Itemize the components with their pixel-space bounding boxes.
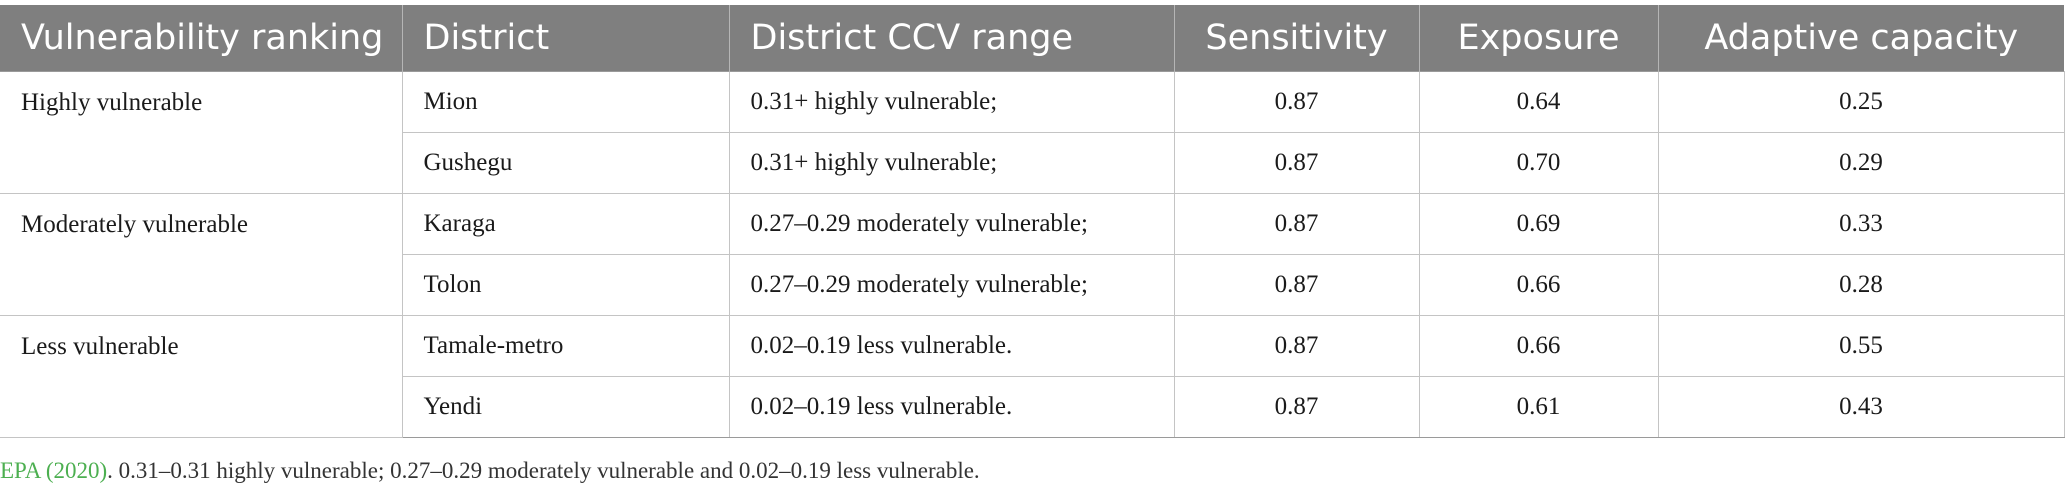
ccv-range-cell: 0.31+ highly vulnerable;	[728, 71, 1175, 133]
district-cell: Tamale-metro	[401, 315, 730, 377]
table-row: Yendi 0.02–0.19 less vulnerable. 0.87 0.…	[0, 376, 2065, 438]
district-cell: Tolon	[401, 254, 730, 316]
vulnerability-table: Vulnerability ranking District District …	[0, 5, 2065, 438]
sensitivity-cell: 0.87	[1173, 193, 1420, 255]
ccv-range-cell: 0.02–0.19 less vulnerable.	[728, 315, 1175, 377]
adaptive-capacity-cell: 0.28	[1657, 254, 2065, 316]
district-cell: Gushegu	[401, 132, 730, 194]
exposure-cell: 0.66	[1418, 315, 1659, 377]
adaptive-capacity-cell: 0.29	[1657, 132, 2065, 194]
header-exposure: Exposure	[1419, 5, 1659, 72]
ranking-cell: Moderately vulnerable	[0, 193, 403, 316]
sensitivity-cell: 0.87	[1173, 71, 1420, 133]
footnote-text: . 0.31–0.31 highly vulnerable; 0.27–0.29…	[107, 458, 980, 483]
vulnerability-table-container: Vulnerability ranking District District …	[0, 5, 2065, 438]
ccv-range-cell: 0.27–0.29 moderately vulnerable;	[728, 193, 1175, 255]
exposure-cell: 0.64	[1418, 71, 1659, 133]
table-row: Moderately vulnerable Karaga 0.27–0.29 m…	[0, 193, 2065, 316]
ccv-range-cell: 0.02–0.19 less vulnerable.	[728, 376, 1175, 438]
header-adaptive-capacity: Adaptive capacity	[1658, 5, 2064, 72]
ranking-cell: Less vulnerable	[0, 315, 403, 438]
adaptive-capacity-cell: 0.55	[1657, 315, 2065, 377]
table-row: Less vulnerable Tamale-metro 0.02–0.19 l…	[0, 315, 2065, 438]
adaptive-capacity-cell: 0.33	[1657, 193, 2065, 255]
table-footnote: EPA (2020). 0.31–0.31 highly vulnerable;…	[0, 458, 980, 484]
sensitivity-cell: 0.87	[1173, 315, 1420, 377]
exposure-cell: 0.70	[1418, 132, 1659, 194]
header-ccv-range: District CCV range	[729, 5, 1175, 72]
exposure-cell: 0.66	[1418, 254, 1659, 316]
adaptive-capacity-cell: 0.25	[1657, 71, 2065, 133]
header-sensitivity: Sensitivity	[1174, 5, 1420, 72]
table-header-row: Vulnerability ranking District District …	[0, 5, 2064, 72]
sensitivity-cell: 0.87	[1173, 254, 1420, 316]
header-vulnerability-ranking: Vulnerability ranking	[0, 5, 403, 72]
adaptive-capacity-cell: 0.43	[1657, 376, 2065, 438]
header-district: District	[402, 5, 730, 72]
ranking-cell: Highly vulnerable	[0, 71, 403, 194]
table-row: Highly vulnerable Mion 0.31+ highly vuln…	[0, 71, 2065, 194]
ccv-range-cell: 0.31+ highly vulnerable;	[728, 132, 1175, 194]
ccv-range-cell: 0.27–0.29 moderately vulnerable;	[728, 254, 1175, 316]
exposure-cell: 0.69	[1418, 193, 1659, 255]
citation-link[interactable]: EPA (2020)	[0, 458, 108, 483]
exposure-cell: 0.61	[1418, 376, 1659, 438]
table-row: Tolon 0.27–0.29 moderately vulnerable; 0…	[0, 254, 2065, 316]
district-cell: Yendi	[401, 376, 730, 438]
district-cell: Karaga	[401, 193, 730, 255]
district-cell: Mion	[401, 71, 730, 133]
sensitivity-cell: 0.87	[1173, 132, 1420, 194]
sensitivity-cell: 0.87	[1173, 376, 1420, 438]
